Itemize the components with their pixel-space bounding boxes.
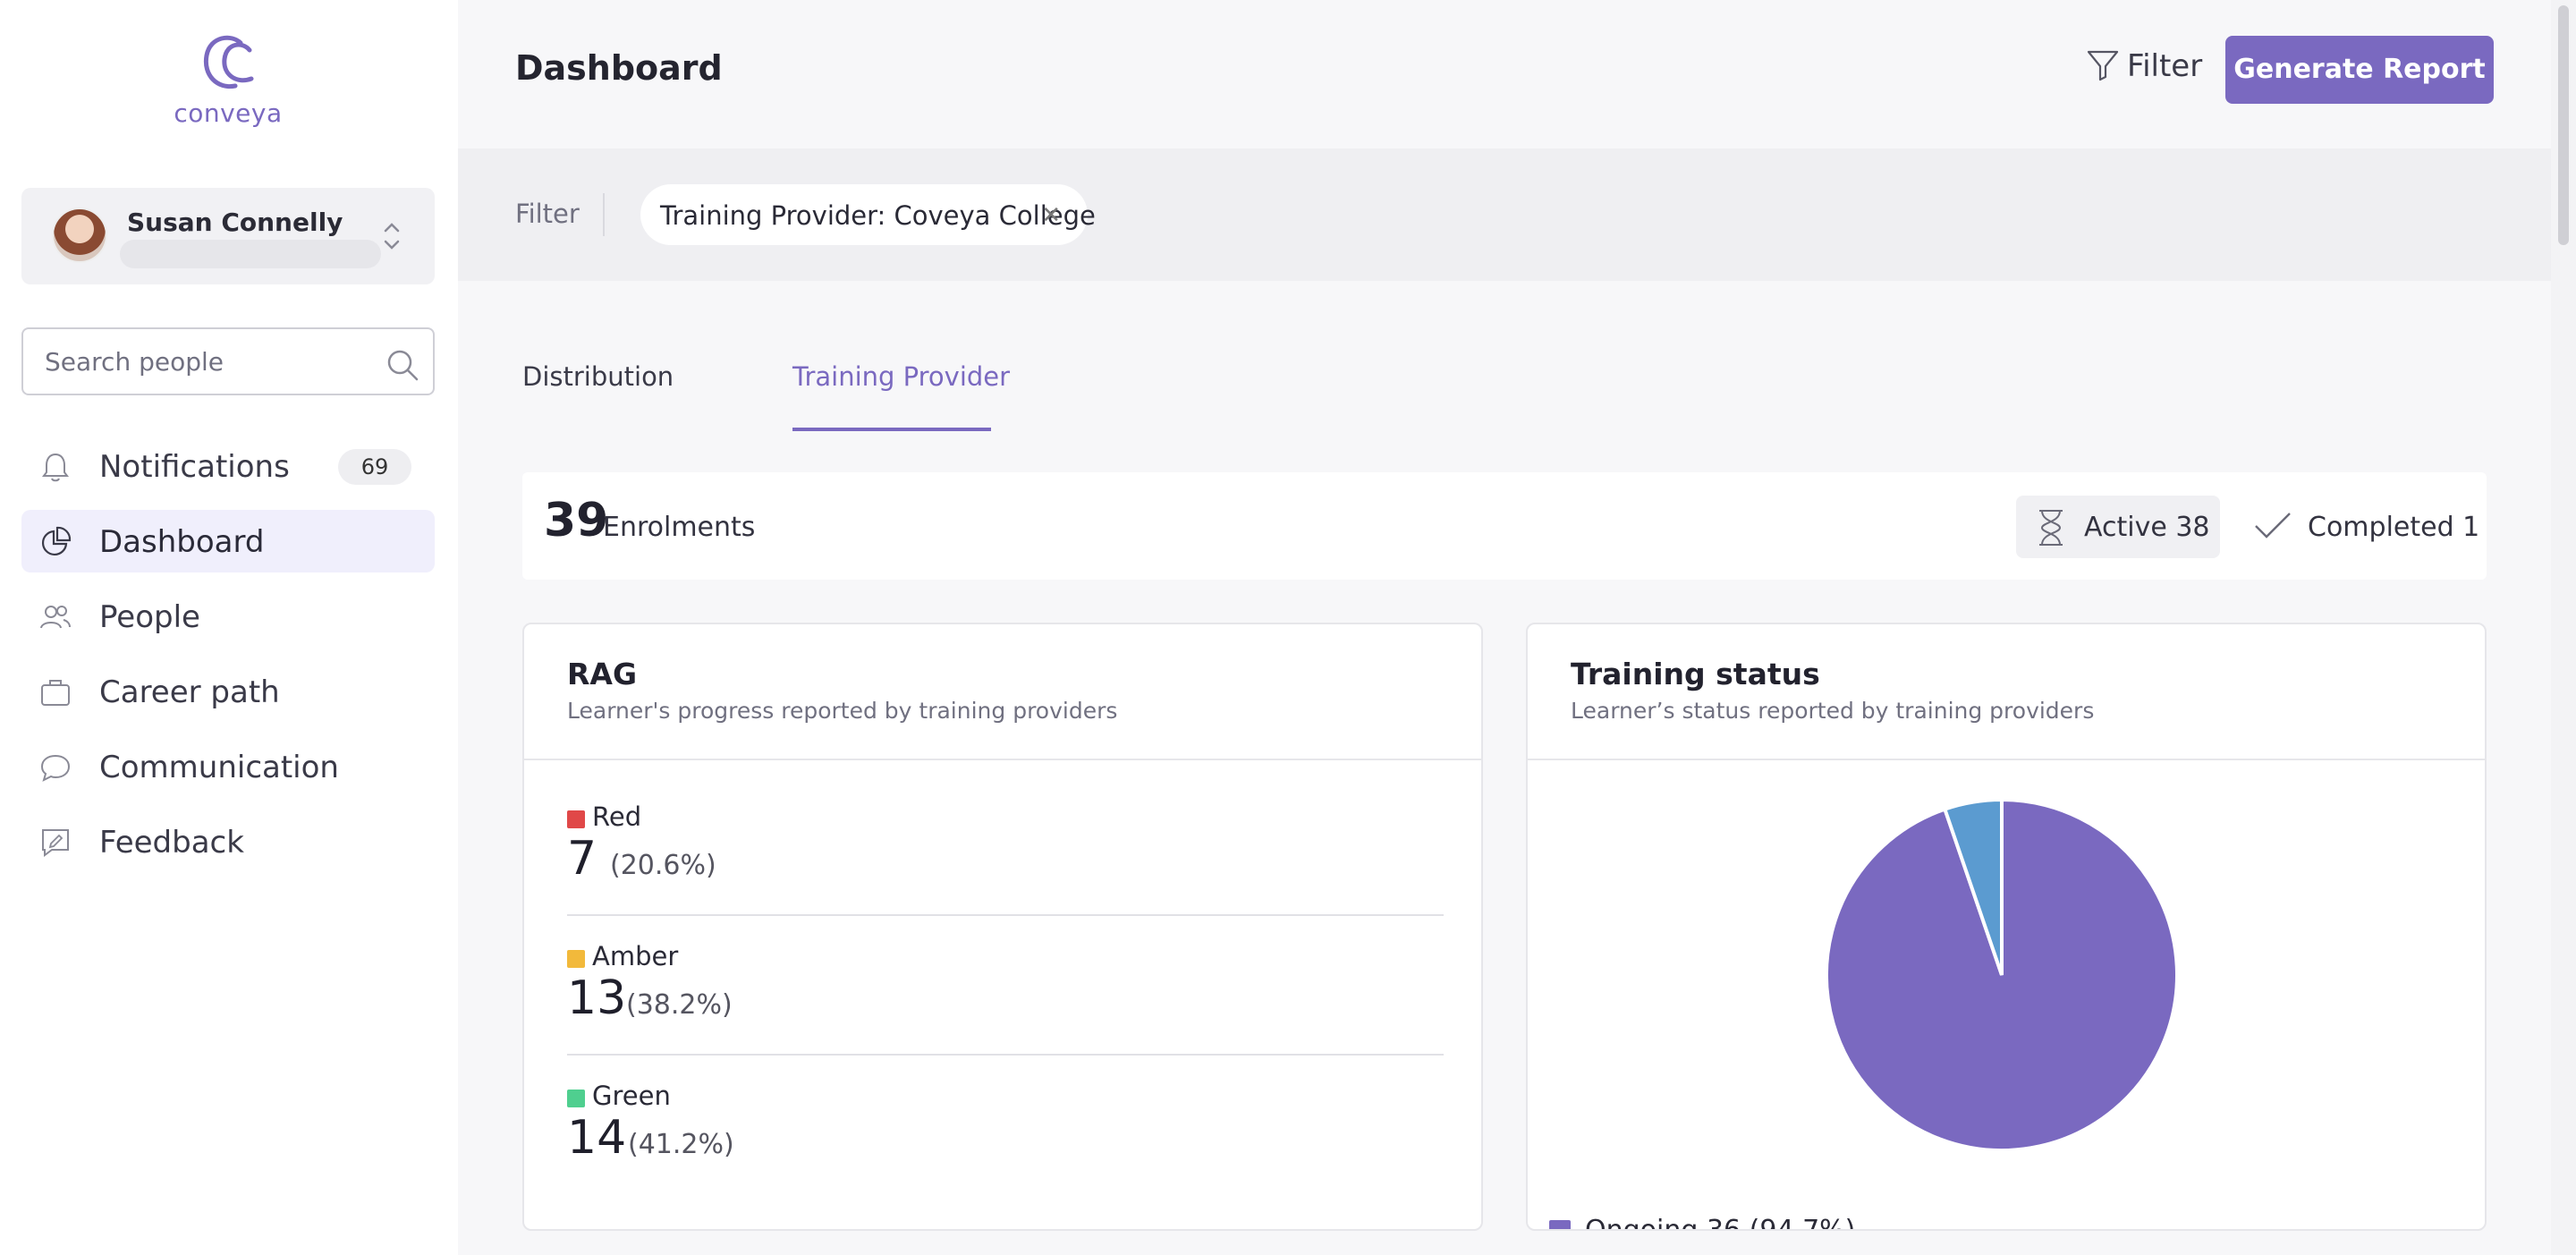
rag-percent: (41.2%) bbox=[628, 1129, 734, 1160]
nav-item-communication[interactable]: Communication bbox=[21, 735, 435, 798]
rag-row-amber: Amber 13 (38.2%) bbox=[567, 939, 1444, 1079]
filter-icon bbox=[2087, 50, 2119, 81]
hourglass-icon bbox=[2039, 510, 2063, 546]
rag-count: 13 bbox=[567, 971, 627, 1025]
chevron-up-down-icon[interactable] bbox=[381, 218, 402, 254]
user-name: Susan Connelly bbox=[127, 208, 343, 237]
divider bbox=[1528, 759, 2485, 760]
training-status-pie-chart bbox=[1825, 797, 2179, 1152]
main-content: Dashboard Filter Generate Report Filter … bbox=[458, 0, 2551, 1255]
bell-icon bbox=[42, 453, 69, 482]
red-swatch bbox=[567, 810, 585, 828]
nav-item-notifications[interactable]: Notifications 69 bbox=[21, 435, 435, 497]
filter-chip[interactable]: Training Provider: Coveya College ✕ bbox=[640, 184, 1096, 245]
nav-item-dashboard[interactable]: Dashboard bbox=[21, 510, 435, 572]
user-switcher[interactable]: Susan Connelly bbox=[21, 188, 435, 284]
nav-label: Dashboard bbox=[99, 524, 265, 560]
rag-row-green: Green 14 (41.2%) bbox=[567, 1079, 1444, 1218]
enrolments-count: 39 bbox=[544, 494, 609, 547]
nav-label: People bbox=[99, 599, 200, 635]
feedback-icon bbox=[42, 829, 69, 857]
active-tab-indicator bbox=[792, 428, 991, 431]
rag-name: Green bbox=[592, 1081, 671, 1111]
rag-card: RAG Learner's progress reported by train… bbox=[522, 623, 1483, 1231]
checkmark-icon bbox=[2255, 513, 2291, 538]
page-title: Dashboard bbox=[515, 48, 723, 88]
nav-label: Career path bbox=[99, 674, 280, 710]
nav-label: Feedback bbox=[99, 825, 244, 861]
amber-swatch bbox=[567, 950, 585, 968]
chat-icon bbox=[40, 754, 71, 782]
rag-name: Amber bbox=[592, 941, 679, 971]
completed-count-label: Completed 1 bbox=[2308, 512, 2480, 543]
close-icon[interactable]: ✕ bbox=[1041, 202, 1061, 229]
generate-report-button[interactable]: Generate Report bbox=[2225, 36, 2494, 104]
brand-name: conveya bbox=[174, 98, 283, 128]
filter-bar-label: Filter bbox=[515, 199, 580, 229]
logo-icon bbox=[203, 35, 254, 89]
sidebar: conveya Susan Connelly Search people Not… bbox=[0, 0, 458, 1255]
rag-percent: (20.6%) bbox=[610, 850, 716, 881]
filter-button-label: Filter bbox=[2127, 48, 2203, 84]
main-nav: Notifications 69 Dashboard People bbox=[21, 435, 435, 886]
active-filters-bar: Filter Training Provider: Coveya College… bbox=[458, 148, 2551, 281]
scrollbar[interactable] bbox=[2551, 0, 2576, 1255]
filter-chip-label: Training Provider: Coveya College bbox=[660, 200, 1096, 231]
divider bbox=[603, 193, 605, 236]
training-status-card: Training status Learner’s status reporte… bbox=[1526, 623, 2487, 1231]
notification-count-badge: 69 bbox=[338, 449, 411, 485]
green-swatch bbox=[567, 1090, 585, 1107]
divider bbox=[567, 1054, 1444, 1056]
rag-percent: (38.2%) bbox=[626, 989, 733, 1021]
search-people-field[interactable]: Search people bbox=[21, 327, 435, 395]
enrolment-summary: 39 Enrolments Active 38 Completed 1 bbox=[522, 472, 2487, 580]
nav-label: Notifications bbox=[99, 449, 290, 485]
card-title: Training status bbox=[1571, 657, 1820, 691]
active-status-pill[interactable]: Active 38 bbox=[2016, 496, 2220, 558]
card-title: RAG bbox=[567, 657, 638, 691]
user-subtitle-placeholder bbox=[120, 240, 381, 268]
rag-count: 14 bbox=[567, 1111, 627, 1165]
active-count-label: Active 38 bbox=[2084, 512, 2210, 543]
enrolments-label: Enrolments bbox=[603, 512, 756, 543]
card-subtitle: Learner’s status reported by training pr… bbox=[1571, 698, 2095, 724]
rag-row-red: Red 7 (20.6%) bbox=[567, 800, 1444, 939]
nav-item-people[interactable]: People bbox=[21, 585, 435, 648]
divider bbox=[524, 759, 1481, 760]
legend-label: Ongoing 36 (94.7%) bbox=[1585, 1215, 1856, 1231]
scrollbar-thumb[interactable] bbox=[2558, 5, 2569, 245]
avatar bbox=[52, 208, 107, 263]
nav-item-feedback[interactable]: Feedback bbox=[21, 810, 435, 873]
pie-chart-icon bbox=[42, 526, 72, 555]
people-icon bbox=[40, 606, 71, 629]
tab-distribution[interactable]: Distribution bbox=[522, 361, 674, 392]
search-icon[interactable] bbox=[385, 347, 420, 383]
pie-slice-other[interactable] bbox=[1942, 797, 2004, 976]
search-input[interactable]: Search people bbox=[45, 347, 225, 377]
nav-label: Communication bbox=[99, 750, 339, 785]
tab-training-provider[interactable]: Training Provider bbox=[792, 361, 1011, 392]
conveya-logo[interactable]: conveya bbox=[170, 32, 286, 128]
card-subtitle: Learner's progress reported by training … bbox=[567, 698, 1118, 724]
briefcase-icon bbox=[41, 680, 70, 706]
rag-count: 7 bbox=[567, 832, 597, 886]
divider bbox=[567, 914, 1444, 916]
rag-name: Red bbox=[592, 801, 642, 832]
ongoing-swatch bbox=[1549, 1220, 1571, 1229]
nav-item-career-path[interactable]: Career path bbox=[21, 660, 435, 723]
